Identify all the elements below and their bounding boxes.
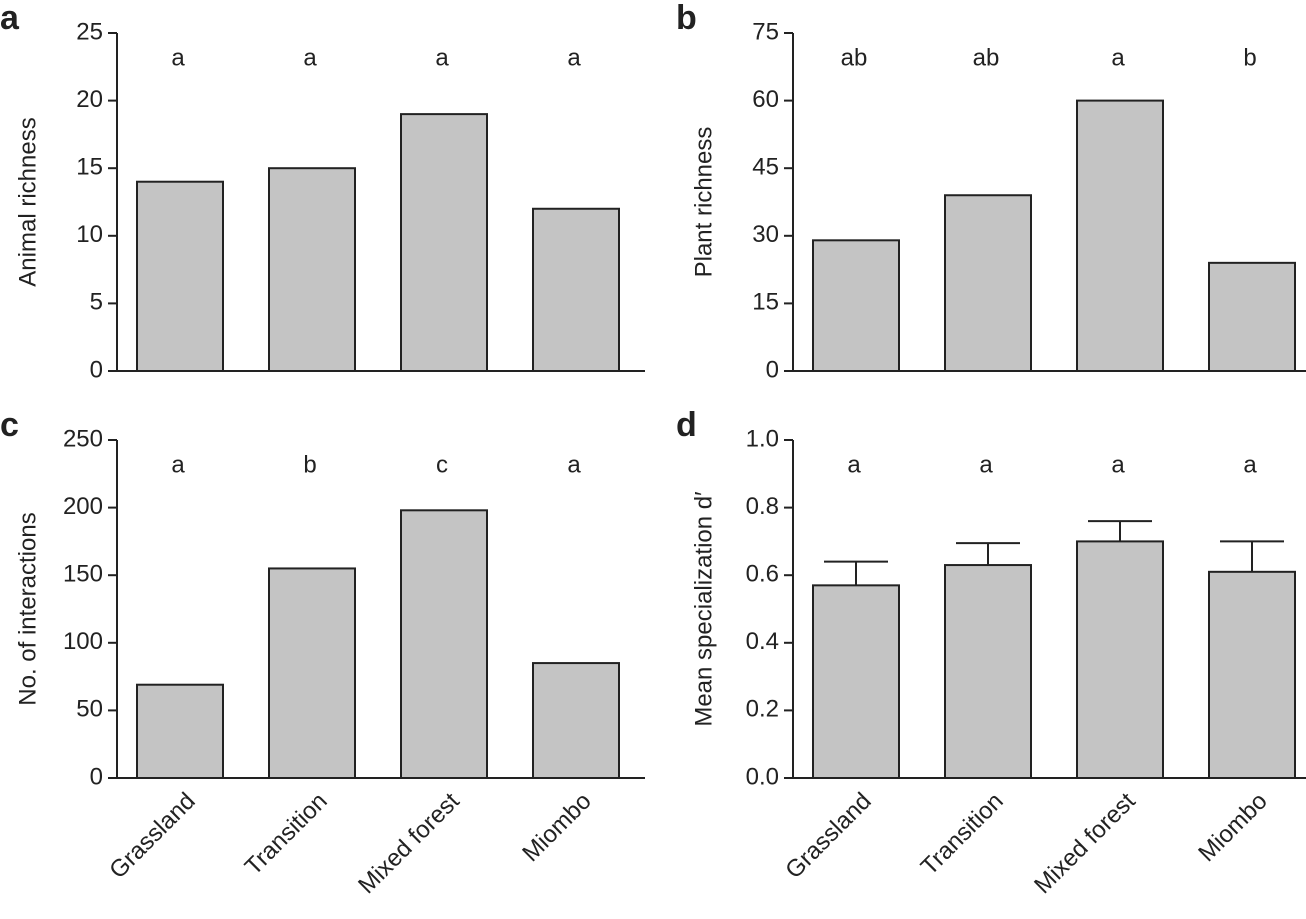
bar	[532, 662, 620, 780]
bar	[400, 509, 488, 779]
panel-label: b	[676, 0, 697, 37]
bar	[944, 194, 1032, 372]
significance-letter: b	[303, 451, 316, 478]
significance-letter: ab	[841, 44, 868, 71]
y-tick-label: 0	[90, 763, 103, 790]
y-tick-label: 75	[752, 18, 779, 45]
y-tick-label: 20	[76, 86, 103, 113]
x-tick-label: Transition	[916, 788, 1009, 881]
y-tick-label: 0.8	[746, 493, 779, 520]
y-tick-label: 15	[752, 289, 779, 316]
y-tick-label: 45	[752, 154, 779, 181]
x-tick-label: Transition	[240, 788, 333, 881]
bar	[812, 239, 900, 372]
y-tick-label: 30	[752, 221, 779, 248]
bar	[944, 564, 1032, 779]
x-tick-label: Miombo	[517, 788, 596, 867]
significance-letter: c	[436, 451, 448, 478]
significance-letter: a	[171, 44, 185, 71]
significance-letter: b	[1243, 44, 1256, 71]
x-tick-label: Mixed forest	[1029, 787, 1141, 899]
significance-letter: a	[1243, 451, 1257, 478]
bar	[1076, 99, 1164, 372]
bar	[812, 584, 900, 780]
x-tick-label: Grassland	[780, 788, 876, 884]
significance-letter: a	[303, 44, 317, 71]
significance-letter: a	[847, 451, 861, 478]
significance-letter: a	[1111, 44, 1125, 71]
y-tick-label: 0.6	[746, 561, 779, 588]
significance-letter: a	[979, 451, 993, 478]
y-tick-label: 25	[76, 18, 103, 45]
y-tick-label: 150	[63, 561, 103, 588]
y-tick-label: 0.4	[746, 628, 779, 655]
y-tick-label: 200	[63, 493, 103, 520]
bar	[532, 207, 620, 372]
bar	[268, 167, 356, 372]
bar	[136, 180, 224, 372]
significance-letter: a	[567, 44, 581, 71]
bar	[400, 113, 488, 373]
x-tick-label: Grassland	[104, 788, 200, 884]
significance-letter: a	[171, 451, 185, 478]
bar	[1208, 261, 1296, 372]
significance-letter: ab	[973, 44, 1000, 71]
y-tick-label: 250	[63, 425, 103, 452]
y-tick-label: 0	[90, 356, 103, 383]
significance-letter: a	[435, 44, 449, 71]
bar	[136, 683, 224, 779]
panel-label: c	[0, 406, 19, 444]
bar	[1076, 540, 1164, 780]
y-tick-label: 5	[90, 289, 103, 316]
y-axis-label: Plant richness	[690, 127, 717, 278]
significance-letter: a	[567, 451, 581, 478]
y-tick-label: 0	[766, 356, 779, 383]
x-tick-label: Mixed forest	[353, 787, 465, 899]
y-axis-label: Mean specialization d′	[690, 491, 717, 727]
y-tick-label: 60	[752, 86, 779, 113]
y-axis-label: No. of interactions	[14, 512, 41, 705]
y-tick-label: 1.0	[746, 425, 779, 452]
y-tick-label: 0.2	[746, 696, 779, 723]
bar	[1208, 570, 1296, 779]
y-tick-label: 50	[76, 696, 103, 723]
significance-letter: a	[1111, 451, 1125, 478]
x-tick-label: Miombo	[1193, 788, 1272, 867]
y-axis-label: Animal richness	[14, 117, 41, 286]
y-tick-label: 15	[76, 154, 103, 181]
y-tick-label: 0.0	[746, 763, 779, 790]
panel-label: a	[0, 0, 20, 37]
panel-label: d	[676, 406, 697, 444]
y-tick-label: 100	[63, 628, 103, 655]
y-tick-label: 10	[76, 221, 103, 248]
bar	[268, 567, 356, 779]
